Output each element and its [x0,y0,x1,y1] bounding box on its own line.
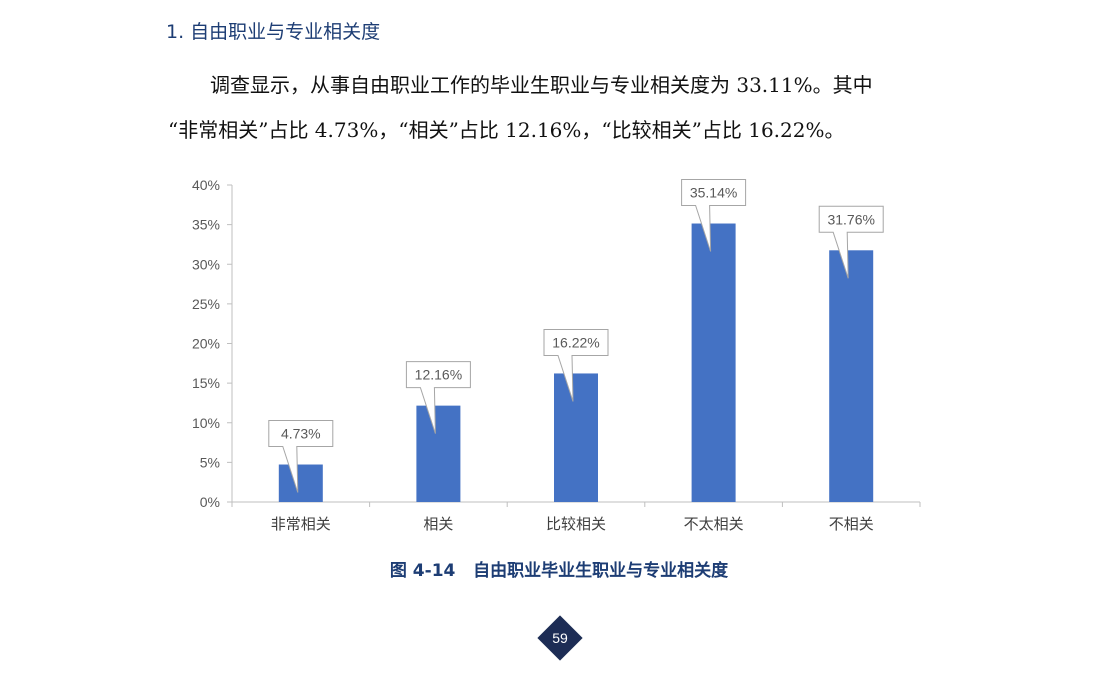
x-tick-label: 不相关 [829,515,874,533]
x-tick-label: 不太相关 [684,515,744,533]
x-tick-label: 比较相关 [546,515,606,533]
data-label-callout [268,420,334,493]
y-tick-label: 30% [192,256,220,272]
data-label: 12.16% [415,367,462,383]
data-label: 16.22% [552,334,599,350]
section-heading: 1. 自由职业与专业相关度 [166,21,381,43]
data-label: 35.14% [690,185,737,201]
page-number-badge: 59 [537,615,583,661]
data-label-callout [543,328,609,402]
bar [829,250,874,502]
y-tick-label: 20% [192,336,220,352]
data-label: 4.73% [281,426,321,442]
paragraph-line-1: 调查显示，从事自由职业工作的毕业生职业与专业相关度为 33.11%。其中 [210,73,873,97]
y-tick-label: 15% [192,375,220,391]
y-tick-label: 40% [192,177,220,193]
data-label: 31.76% [827,211,874,227]
bar [554,373,598,502]
bar [691,223,736,502]
bar [278,464,323,502]
y-tick-label: 5% [200,454,220,470]
paragraph-line-2: “非常相关”占比 4.73%，“相关”占比 12.16%，“比较相关”占比 16… [168,118,845,142]
x-tick-label: 非常相关 [271,515,331,533]
x-tick-label: 相关 [423,515,453,533]
y-tick-label: 0% [200,494,220,510]
page-number: 59 [552,630,568,646]
data-label-callout [818,205,884,279]
figure-caption: 图 4-14 自由职业毕业生职业与专业相关度 [389,561,729,581]
y-tick-label: 10% [192,415,220,431]
bar-chart: 0% 5% 10% 15% 20% 25% 30% 35% 40% 非常相关 4.73% 相关 12.1… [192,177,921,533]
bar [416,405,461,502]
y-tick-label: 35% [192,217,220,233]
y-tick-label: 25% [192,296,220,312]
data-label-callout [405,361,471,434]
data-label-callout [681,179,747,252]
